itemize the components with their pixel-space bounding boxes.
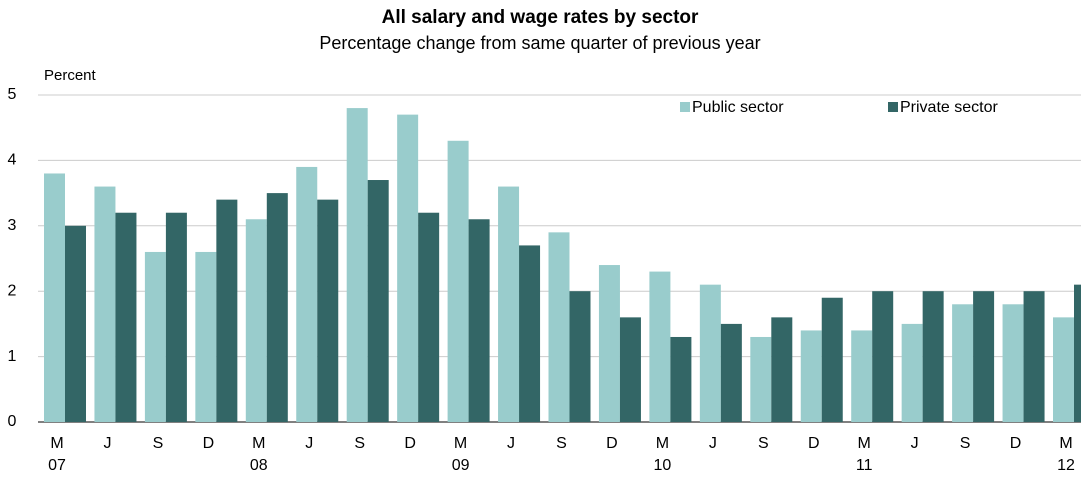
x-tick-label: M xyxy=(858,435,871,452)
x-year-label: 12 xyxy=(1057,457,1075,474)
x-tick-label: J xyxy=(911,435,919,452)
bar xyxy=(144,251,166,422)
x-tick-label: S xyxy=(758,435,769,452)
x-tick-label: D xyxy=(808,435,820,452)
y-tick-label: 2 xyxy=(8,282,17,299)
bar xyxy=(649,271,671,422)
bar xyxy=(548,232,570,422)
x-tick-label: S xyxy=(153,435,164,452)
x-tick-label: M xyxy=(252,435,265,452)
bar xyxy=(195,251,217,422)
bar xyxy=(94,186,116,422)
x-year-label: 10 xyxy=(654,457,672,474)
bar xyxy=(821,297,843,422)
bar xyxy=(397,114,419,423)
bar xyxy=(720,323,742,422)
bar xyxy=(317,199,339,422)
x-tick-label: D xyxy=(1010,435,1022,452)
bar xyxy=(447,140,469,422)
x-tick-label: J xyxy=(709,435,717,452)
legend-swatch xyxy=(888,102,898,112)
bar xyxy=(216,199,238,422)
bar xyxy=(266,193,288,422)
y-tick-label: 4 xyxy=(8,152,17,169)
bar xyxy=(619,317,641,422)
bar xyxy=(346,108,368,422)
x-tick-label: M xyxy=(1059,435,1072,452)
x-tick-label: S xyxy=(960,435,971,452)
y-tick-label: 3 xyxy=(8,217,17,234)
bar xyxy=(115,212,137,422)
bar xyxy=(699,284,721,422)
bar xyxy=(872,291,894,422)
bar xyxy=(296,166,318,422)
x-tick-label: M xyxy=(454,435,467,452)
x-tick-label: J xyxy=(103,435,111,452)
y-tick-label: 1 xyxy=(8,348,17,365)
bar xyxy=(1002,304,1024,422)
x-tick-label: D xyxy=(203,435,215,452)
chart-title: All salary and wage rates by sector xyxy=(382,7,699,28)
bar xyxy=(1074,284,1081,422)
x-tick-label: M xyxy=(50,435,63,452)
x-tick-label: D xyxy=(404,435,416,452)
bar xyxy=(519,245,541,422)
bar xyxy=(771,317,793,422)
legend-label: Public sector xyxy=(692,99,784,116)
bar xyxy=(851,330,873,422)
x-year-label: 11 xyxy=(856,457,873,474)
bar xyxy=(165,212,187,422)
x-tick-label: J xyxy=(507,435,515,452)
y-tick-label: 0 xyxy=(8,413,17,430)
bar xyxy=(569,291,591,422)
x-tick-label: S xyxy=(556,435,567,452)
bar xyxy=(498,186,520,422)
bar xyxy=(245,219,267,422)
x-year-label: 09 xyxy=(452,457,470,474)
chart-subtitle: Percentage change from same quarter of p… xyxy=(319,33,760,53)
bar xyxy=(952,304,974,422)
bar xyxy=(65,225,86,422)
bar xyxy=(670,336,692,422)
x-tick-label: M xyxy=(656,435,669,452)
x-tick-label: D xyxy=(606,435,618,452)
y-tick-label: 5 xyxy=(8,86,17,103)
bar xyxy=(1053,317,1074,422)
bar xyxy=(800,330,822,422)
x-tick-label: S xyxy=(354,435,365,452)
legend-swatch xyxy=(680,102,690,112)
bar xyxy=(1023,291,1045,422)
bar xyxy=(973,291,995,422)
bar xyxy=(750,336,772,422)
x-tick-label: J xyxy=(305,435,313,452)
y-axis-label: Percent xyxy=(44,67,97,84)
legend-label: Private sector xyxy=(900,99,998,116)
bar xyxy=(901,323,923,422)
bar xyxy=(922,291,944,422)
x-year-label: 08 xyxy=(250,457,268,474)
bar xyxy=(44,173,65,422)
bar xyxy=(468,219,490,422)
bar xyxy=(418,212,440,422)
bar xyxy=(367,180,389,422)
bar xyxy=(598,265,620,422)
x-year-label: 07 xyxy=(48,457,66,474)
